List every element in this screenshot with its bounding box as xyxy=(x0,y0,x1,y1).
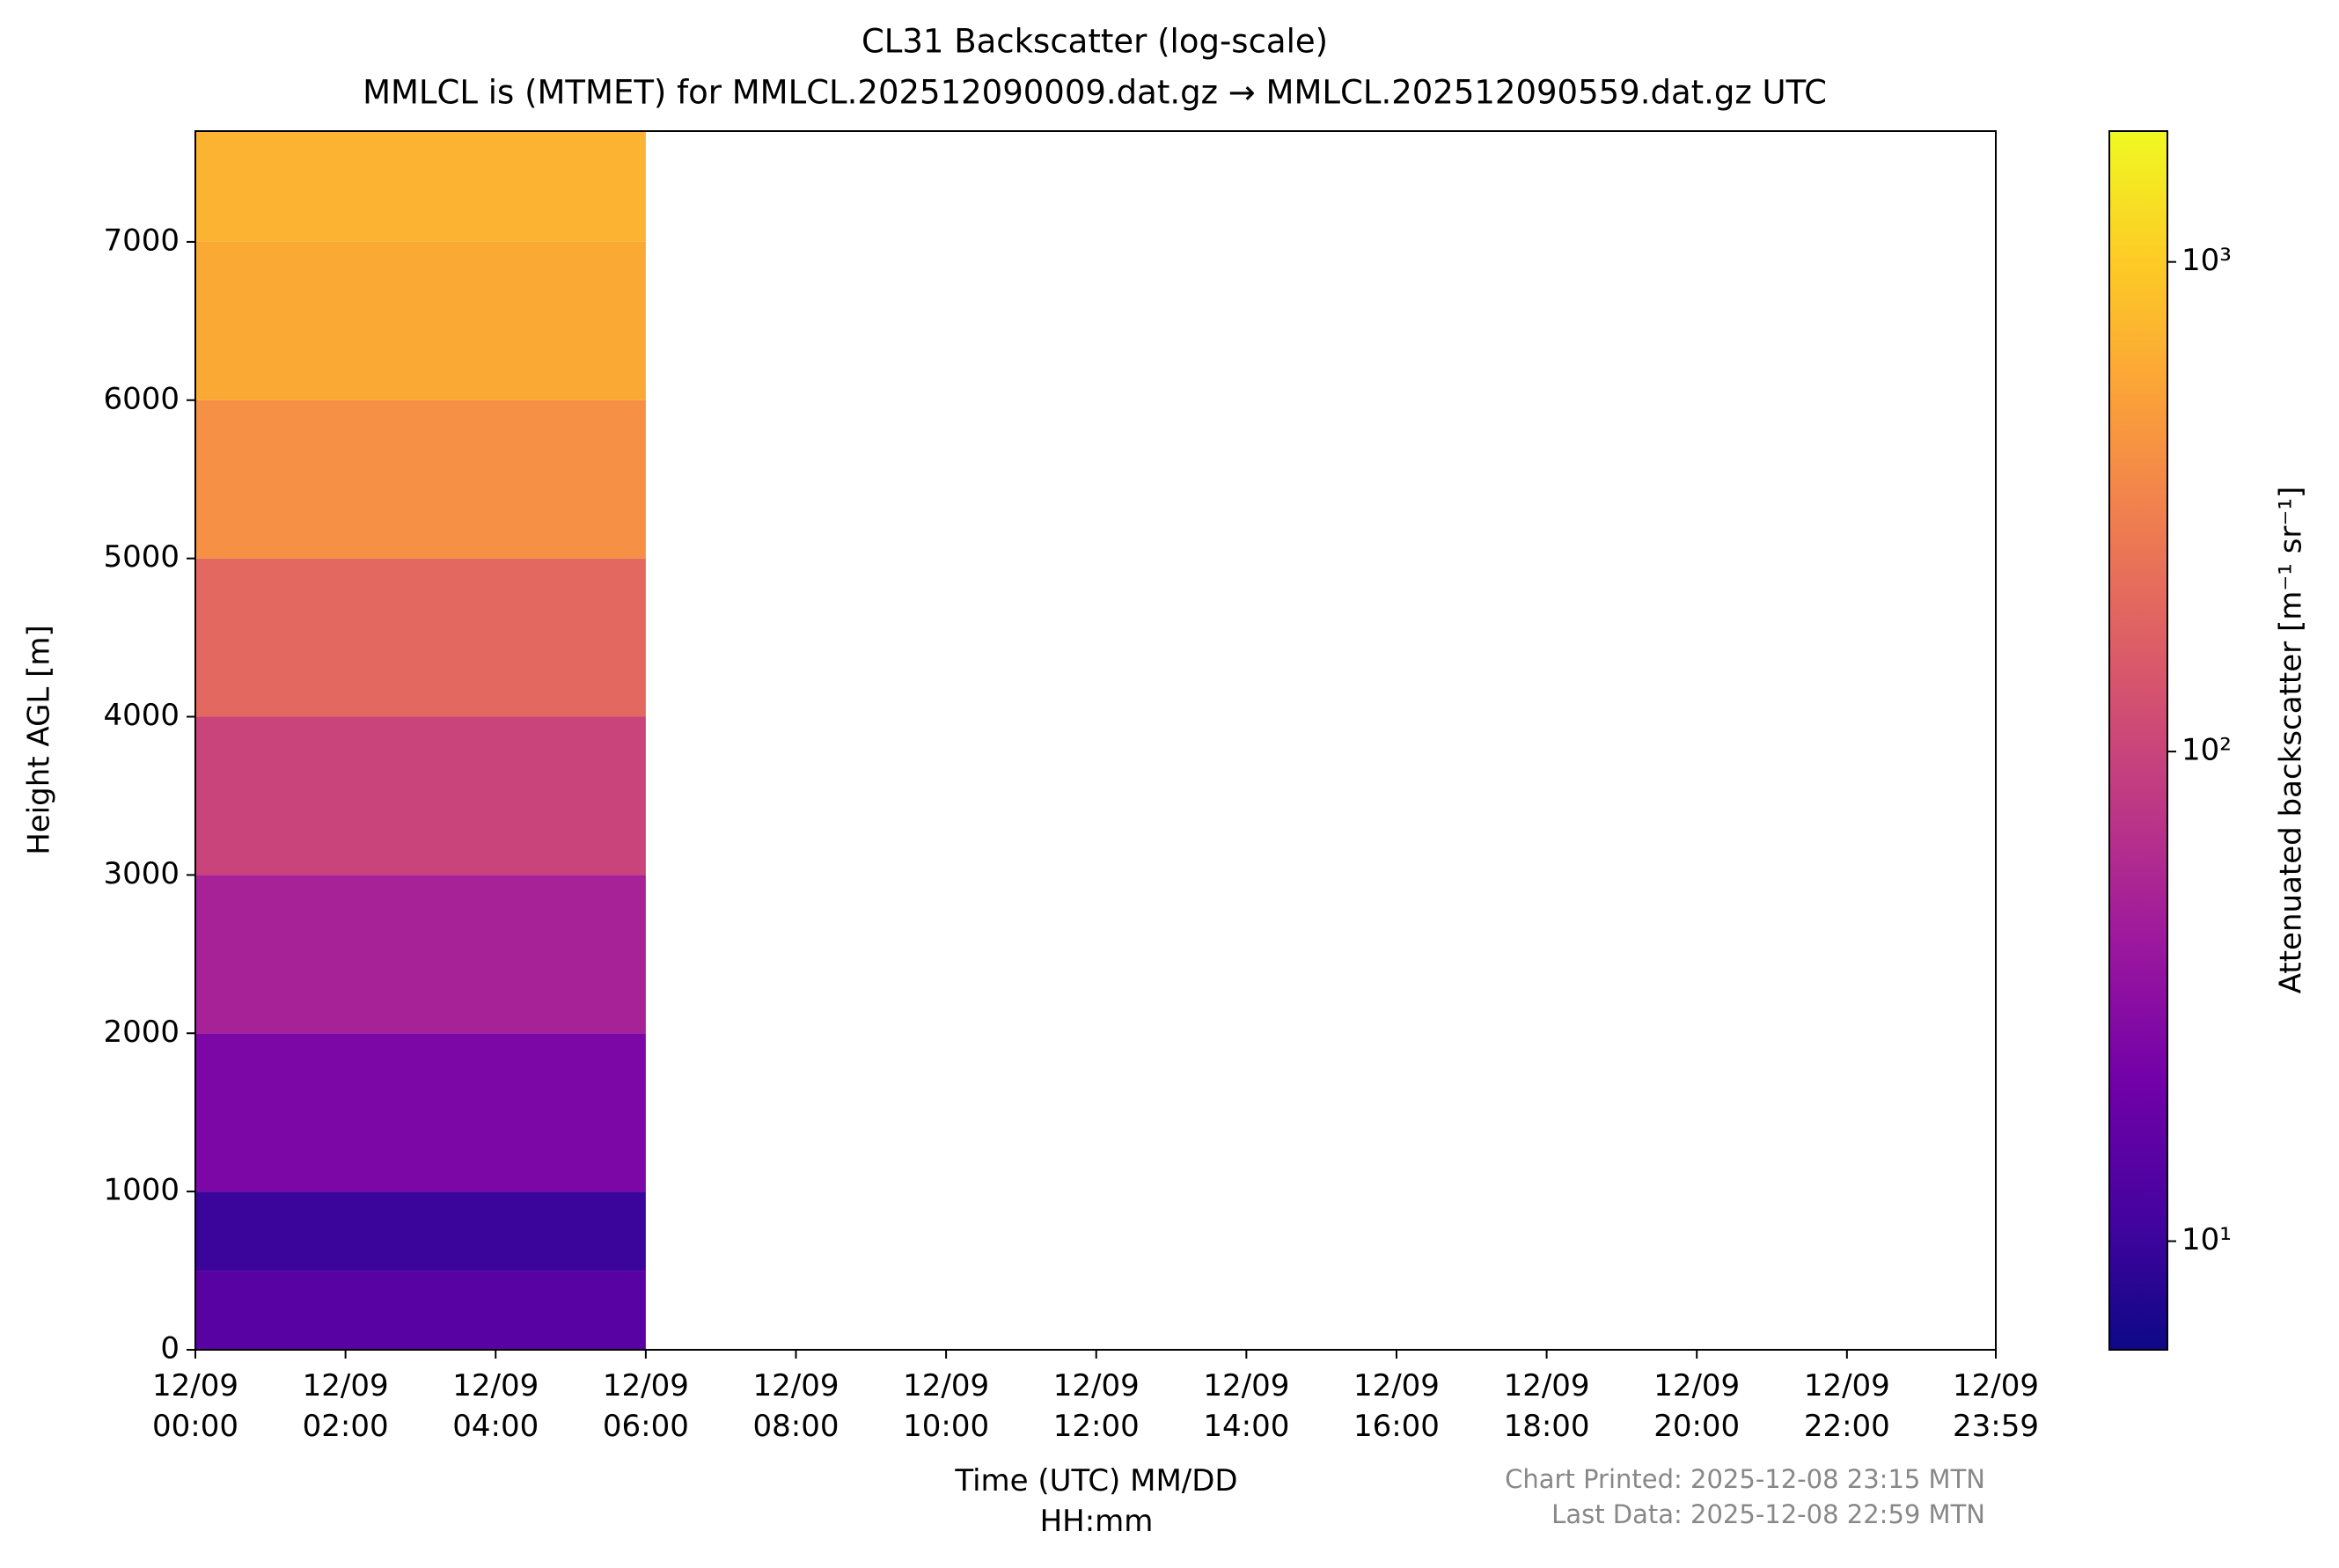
x-tick-label: 12/09 23:59 xyxy=(1953,1368,2039,1444)
colorbar-label: Attenuated backscatter [m⁻¹ sr⁻¹] xyxy=(2274,487,2309,994)
y-tick-label: 0 xyxy=(160,1331,180,1367)
x-tick-label: 12/09 16:00 xyxy=(1353,1368,1440,1444)
x-tick-label: 12/09 04:00 xyxy=(452,1368,539,1444)
x-tick-label: 12/09 22:00 xyxy=(1803,1368,1890,1444)
y-tick-label: 1000 xyxy=(103,1173,180,1208)
colorbar-tick-label: 10² xyxy=(2181,733,2232,768)
heatmap-cell xyxy=(195,716,646,876)
heatmap-cell xyxy=(195,1191,646,1271)
y-tick-label: 5000 xyxy=(103,539,180,575)
chart-subtitle: MMLCL is (MTMET) for MMLCL.202512090009.… xyxy=(363,74,1827,112)
y-tick-label: 4000 xyxy=(103,698,180,733)
heatmap-cell xyxy=(195,399,646,559)
x-tick-label: 12/09 06:00 xyxy=(602,1368,689,1444)
chart-title: CL31 Backscatter (log-scale) xyxy=(862,23,1328,61)
x-tick-label: 12/09 20:00 xyxy=(1653,1368,1741,1444)
x-tick-label: 12/09 08:00 xyxy=(752,1368,840,1444)
heatmap-cell xyxy=(195,1271,646,1350)
heatmap-cell xyxy=(195,1033,646,1192)
x-tick-label: 12/09 02:00 xyxy=(302,1368,389,1444)
y-tick-label: 2000 xyxy=(103,1015,180,1050)
y-tick-label: 7000 xyxy=(103,223,180,258)
annotation: Last Data: 2025-12-08 22:59 MTN xyxy=(1551,1499,1985,1529)
x-tick-label: 12/09 00:00 xyxy=(152,1368,238,1444)
colorbar-tick-label: 10¹ xyxy=(2181,1222,2232,1257)
annotation: Chart Printed: 2025-12-08 23:15 MTN xyxy=(1505,1464,1985,1494)
x-tick-label: 12/09 10:00 xyxy=(903,1368,990,1444)
x-axis-label: Time (UTC) MM/DD HH:mm xyxy=(955,1463,1238,1539)
y-axis-label: Height AGL [m] xyxy=(22,625,57,855)
heatmap-cell xyxy=(195,241,646,400)
y-tick-label: 6000 xyxy=(103,381,180,416)
colorbar-tick-label: 10³ xyxy=(2181,243,2232,278)
x-tick-label: 12/09 18:00 xyxy=(1503,1368,1590,1444)
heatmap-cell xyxy=(195,131,646,242)
x-tick-label: 12/09 14:00 xyxy=(1203,1368,1290,1444)
heatmap-cell xyxy=(195,875,646,1034)
x-tick-label: 12/09 12:00 xyxy=(1052,1368,1140,1444)
heatmap-cell xyxy=(195,558,646,717)
colorbar xyxy=(2108,130,2168,1351)
y-tick-label: 3000 xyxy=(103,856,180,891)
